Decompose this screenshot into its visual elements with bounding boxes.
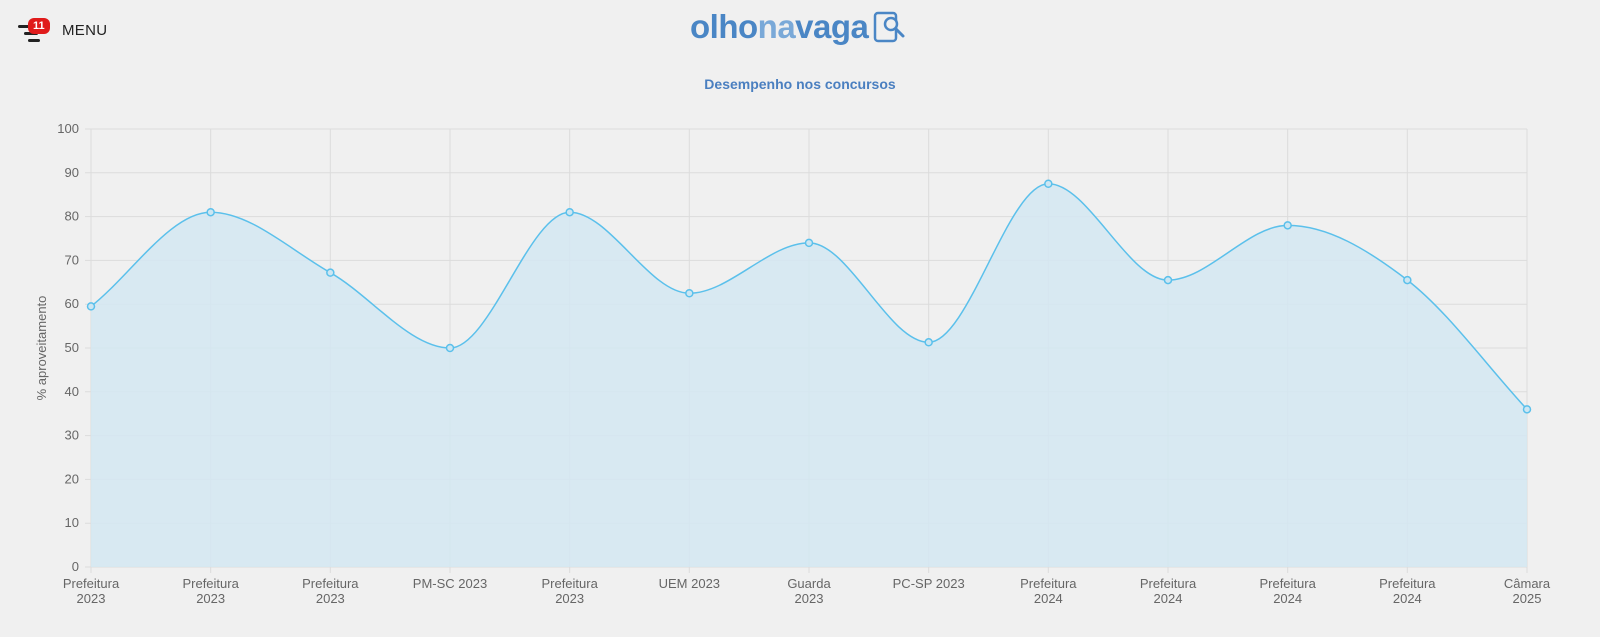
data-point <box>445 343 455 353</box>
data-point <box>1044 179 1053 188</box>
logo-text-vaga: vaga <box>795 8 869 45</box>
y-tick-label: 30 <box>65 428 79 443</box>
x-tick-label: Prefeitura 2023 <box>182 576 239 606</box>
logo-text-olho: olho <box>690 8 758 45</box>
y-tick-label: 40 <box>65 384 79 399</box>
data-point <box>206 207 215 217</box>
data-point <box>804 238 814 248</box>
data-point <box>326 268 335 277</box>
y-tick-label: 20 <box>65 471 79 486</box>
x-tick-label: Prefeitura 2024 <box>1020 576 1077 606</box>
y-tick-label: 50 <box>65 340 79 355</box>
x-tick-label: Prefeitura 2023 <box>302 576 359 606</box>
x-tick-label: UEM 2023 <box>659 576 720 591</box>
data-point <box>685 289 694 298</box>
y-tick-label: 70 <box>65 252 79 267</box>
x-tick-label: Prefeitura 2023 <box>63 576 120 606</box>
y-tick-label: 80 <box>65 209 79 224</box>
data-point <box>1403 275 1412 285</box>
y-axis-label: % aproveitamento <box>34 296 49 401</box>
data-point <box>1522 405 1532 414</box>
data-point <box>1283 221 1292 230</box>
x-tick-label: Câmara 2025 <box>1504 576 1551 606</box>
search-document-icon <box>874 11 905 43</box>
menu-label: MENU <box>62 21 108 39</box>
x-tick-label: Prefeitura 2024 <box>1259 576 1316 606</box>
data-point <box>1163 275 1173 285</box>
y-tick-label: 0 <box>72 559 79 574</box>
y-tick-label: 60 <box>65 296 79 311</box>
x-tick-label: Prefeitura 2024 <box>1140 576 1197 606</box>
y-tick-label: 10 <box>65 515 79 530</box>
logo-text-na: na <box>757 8 796 45</box>
data-point <box>924 338 933 347</box>
data-point <box>565 207 574 217</box>
menu-button[interactable]: 11 MENU <box>18 18 107 42</box>
y-tick-label: 90 <box>65 165 79 180</box>
notification-badge: 11 <box>28 18 50 34</box>
x-tick-label: Prefeitura 2023 <box>541 576 598 606</box>
x-tick-label: Prefeitura 2024 <box>1379 576 1436 606</box>
x-tick-label: Guarda 2023 <box>787 576 831 606</box>
site-logo[interactable]: olho na vaga <box>690 8 906 46</box>
area-fill <box>91 183 1527 567</box>
data-point <box>86 302 96 311</box>
x-tick-label: PC-SP 2023 <box>893 576 965 591</box>
performance-chart: 0 10 20 30 40 50 60 70 80 90 100 % aproveitamento Pr… <box>34 121 1551 606</box>
x-tick-label: PM-SC 2023 <box>413 576 487 591</box>
y-tick-label: 100 <box>57 121 79 136</box>
hamburger-menu-icon: 11 <box>18 18 50 42</box>
chart-title: Desempenho nos concursos <box>704 76 896 92</box>
